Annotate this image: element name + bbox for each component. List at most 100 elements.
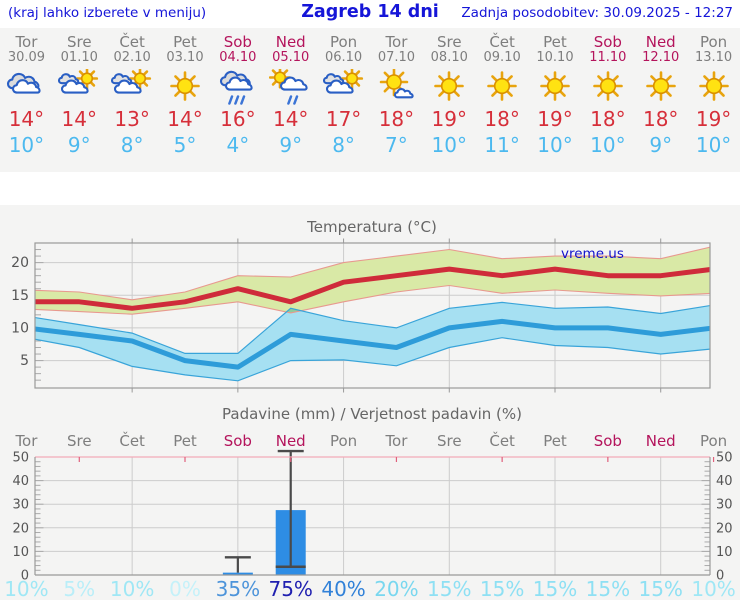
day-name: Pon xyxy=(329,33,358,51)
temp-min: 8° xyxy=(120,133,144,157)
day-column-tor-07.10: Tor 07.10 18° 7° xyxy=(370,28,423,172)
precip-day-label: Sob xyxy=(594,432,622,450)
precip-y-tick-label-right: 10 xyxy=(716,545,733,560)
sunny-icon xyxy=(593,70,623,101)
precip-y-tick-label-left: 50 xyxy=(12,451,29,466)
precip-bar xyxy=(222,572,253,575)
cloud-shape xyxy=(325,79,354,94)
day-name: Pet xyxy=(173,33,197,51)
sunny-icon xyxy=(170,70,200,101)
day-name: Pet xyxy=(543,33,567,51)
sun-shape xyxy=(645,70,676,101)
rain-drop xyxy=(239,94,246,105)
min-temp-line xyxy=(35,318,710,370)
temp-min: 9° xyxy=(279,133,303,157)
weather-icon-box xyxy=(370,68,423,106)
precip-y-tick-label-right: 0 xyxy=(716,569,724,584)
precip-day-label: Ned xyxy=(646,432,676,450)
partly-sunny-icon xyxy=(322,68,363,94)
precip-y-tick-label-right: 40 xyxy=(716,474,733,489)
precip-probability: 75% xyxy=(268,577,312,600)
weather-icon-box xyxy=(687,68,740,106)
day-date: 07.10 xyxy=(377,50,416,65)
precip-day-label: Sob xyxy=(224,432,252,450)
temp-max: 14° xyxy=(61,107,97,131)
cloud-shape xyxy=(114,79,142,94)
day-column-tor-30.09: Tor 30.09 14° 10° xyxy=(0,28,53,172)
cloud-shape xyxy=(224,76,253,91)
precip-day-label: Pon xyxy=(700,432,727,450)
temp-min: 10° xyxy=(537,133,573,157)
day-column-ned-05.10: Ned 05.10 14° 9° xyxy=(264,28,317,172)
temp-max: 19° xyxy=(695,107,732,131)
temp-max: 14° xyxy=(8,107,45,131)
temp-max: 17° xyxy=(325,107,362,131)
sunny-icon xyxy=(645,70,676,101)
sun-shape xyxy=(170,70,200,101)
temp-y-tick-label: 20 xyxy=(11,255,29,271)
weather-icon-box xyxy=(476,68,529,106)
precip-day-label: Ned xyxy=(276,432,306,450)
page-title: Zagreb 14 dni xyxy=(301,2,439,22)
precip-probability: 15% xyxy=(427,577,471,600)
rain-drop xyxy=(233,94,240,105)
temp-min: 7° xyxy=(385,133,408,157)
day-name: Čet xyxy=(489,33,515,51)
max-temp-line xyxy=(35,266,710,311)
day-date: 04.10 xyxy=(219,50,257,65)
temp-max: 14° xyxy=(167,107,203,131)
precip-y-tick-label-right: 50 xyxy=(716,451,733,466)
precip-y-tick-label-right: 30 xyxy=(716,498,733,513)
weather-icon-box xyxy=(423,68,476,106)
temp-min: 11° xyxy=(484,133,520,157)
charts-panel: 5 10 15 20 Temperatura (°C) vreme.us Padavine… xyxy=(0,205,740,600)
day-column-ned-12.10: Ned 12.10 18° 9° xyxy=(634,28,687,172)
sunny-icon xyxy=(487,70,517,101)
temp-min: 8° xyxy=(332,133,355,157)
sunny-icon xyxy=(434,70,465,101)
precip-probability: 10% xyxy=(4,577,48,600)
day-name: Sre xyxy=(66,33,92,51)
sunny-icon xyxy=(698,70,729,101)
sun-shape xyxy=(487,70,517,101)
precip-day-label: Tor xyxy=(14,432,38,450)
weather-icon-box xyxy=(211,68,264,106)
temp-max: 18° xyxy=(484,107,520,131)
precip-day-label: Tor xyxy=(384,432,408,450)
weather-icon-box xyxy=(317,68,370,106)
sun-shape xyxy=(698,70,729,101)
weather-icon-box xyxy=(159,68,212,106)
day-name: Tor xyxy=(15,33,38,51)
precip-probability: 15% xyxy=(586,577,630,600)
weather-icon-box xyxy=(53,68,106,106)
temp-min: 9° xyxy=(649,133,673,157)
day-column-sre-08.10: Sre 08.10 19° 10° xyxy=(423,28,476,172)
partly-sunny-icon xyxy=(111,68,152,94)
precip-probability: 5% xyxy=(63,577,95,600)
precip-probability: 15% xyxy=(533,577,577,600)
partly-sunny-icon xyxy=(58,68,99,94)
weather-icon-box xyxy=(581,68,634,106)
sunny-icon xyxy=(540,70,570,101)
precip-probability: 20% xyxy=(374,577,418,600)
cloud-shape xyxy=(12,78,42,94)
precip-day-label: Pon xyxy=(330,432,357,450)
precip-y-tick-label-left: 20 xyxy=(12,521,29,536)
temp-chart-title: Temperatura (°C) xyxy=(306,218,437,236)
precip-chart-title: Padavine (mm) / Verjetnost padavin (%) xyxy=(222,405,522,423)
weather-icon-box xyxy=(0,68,53,106)
temp-min: 9° xyxy=(67,133,91,157)
last-updated-label: Zadnja posodobitev: 30.09.2025 - 12:27 xyxy=(461,5,733,21)
precip-y-tick-label-left: 40 xyxy=(12,474,29,489)
watermark-link[interactable]: vreme.us xyxy=(561,246,624,262)
rain-icon xyxy=(219,70,253,105)
day-date: 08.10 xyxy=(430,50,468,65)
temp-y-tick-label: 5 xyxy=(20,353,29,369)
temp-max: 16° xyxy=(220,107,256,131)
precip-y-tick-label-left: 30 xyxy=(12,498,29,513)
temp-min: 10° xyxy=(590,133,626,157)
precip-y-tick-label-right: 20 xyxy=(716,521,733,536)
day-name: Ned xyxy=(275,33,306,51)
day-name: Sob xyxy=(593,33,622,51)
